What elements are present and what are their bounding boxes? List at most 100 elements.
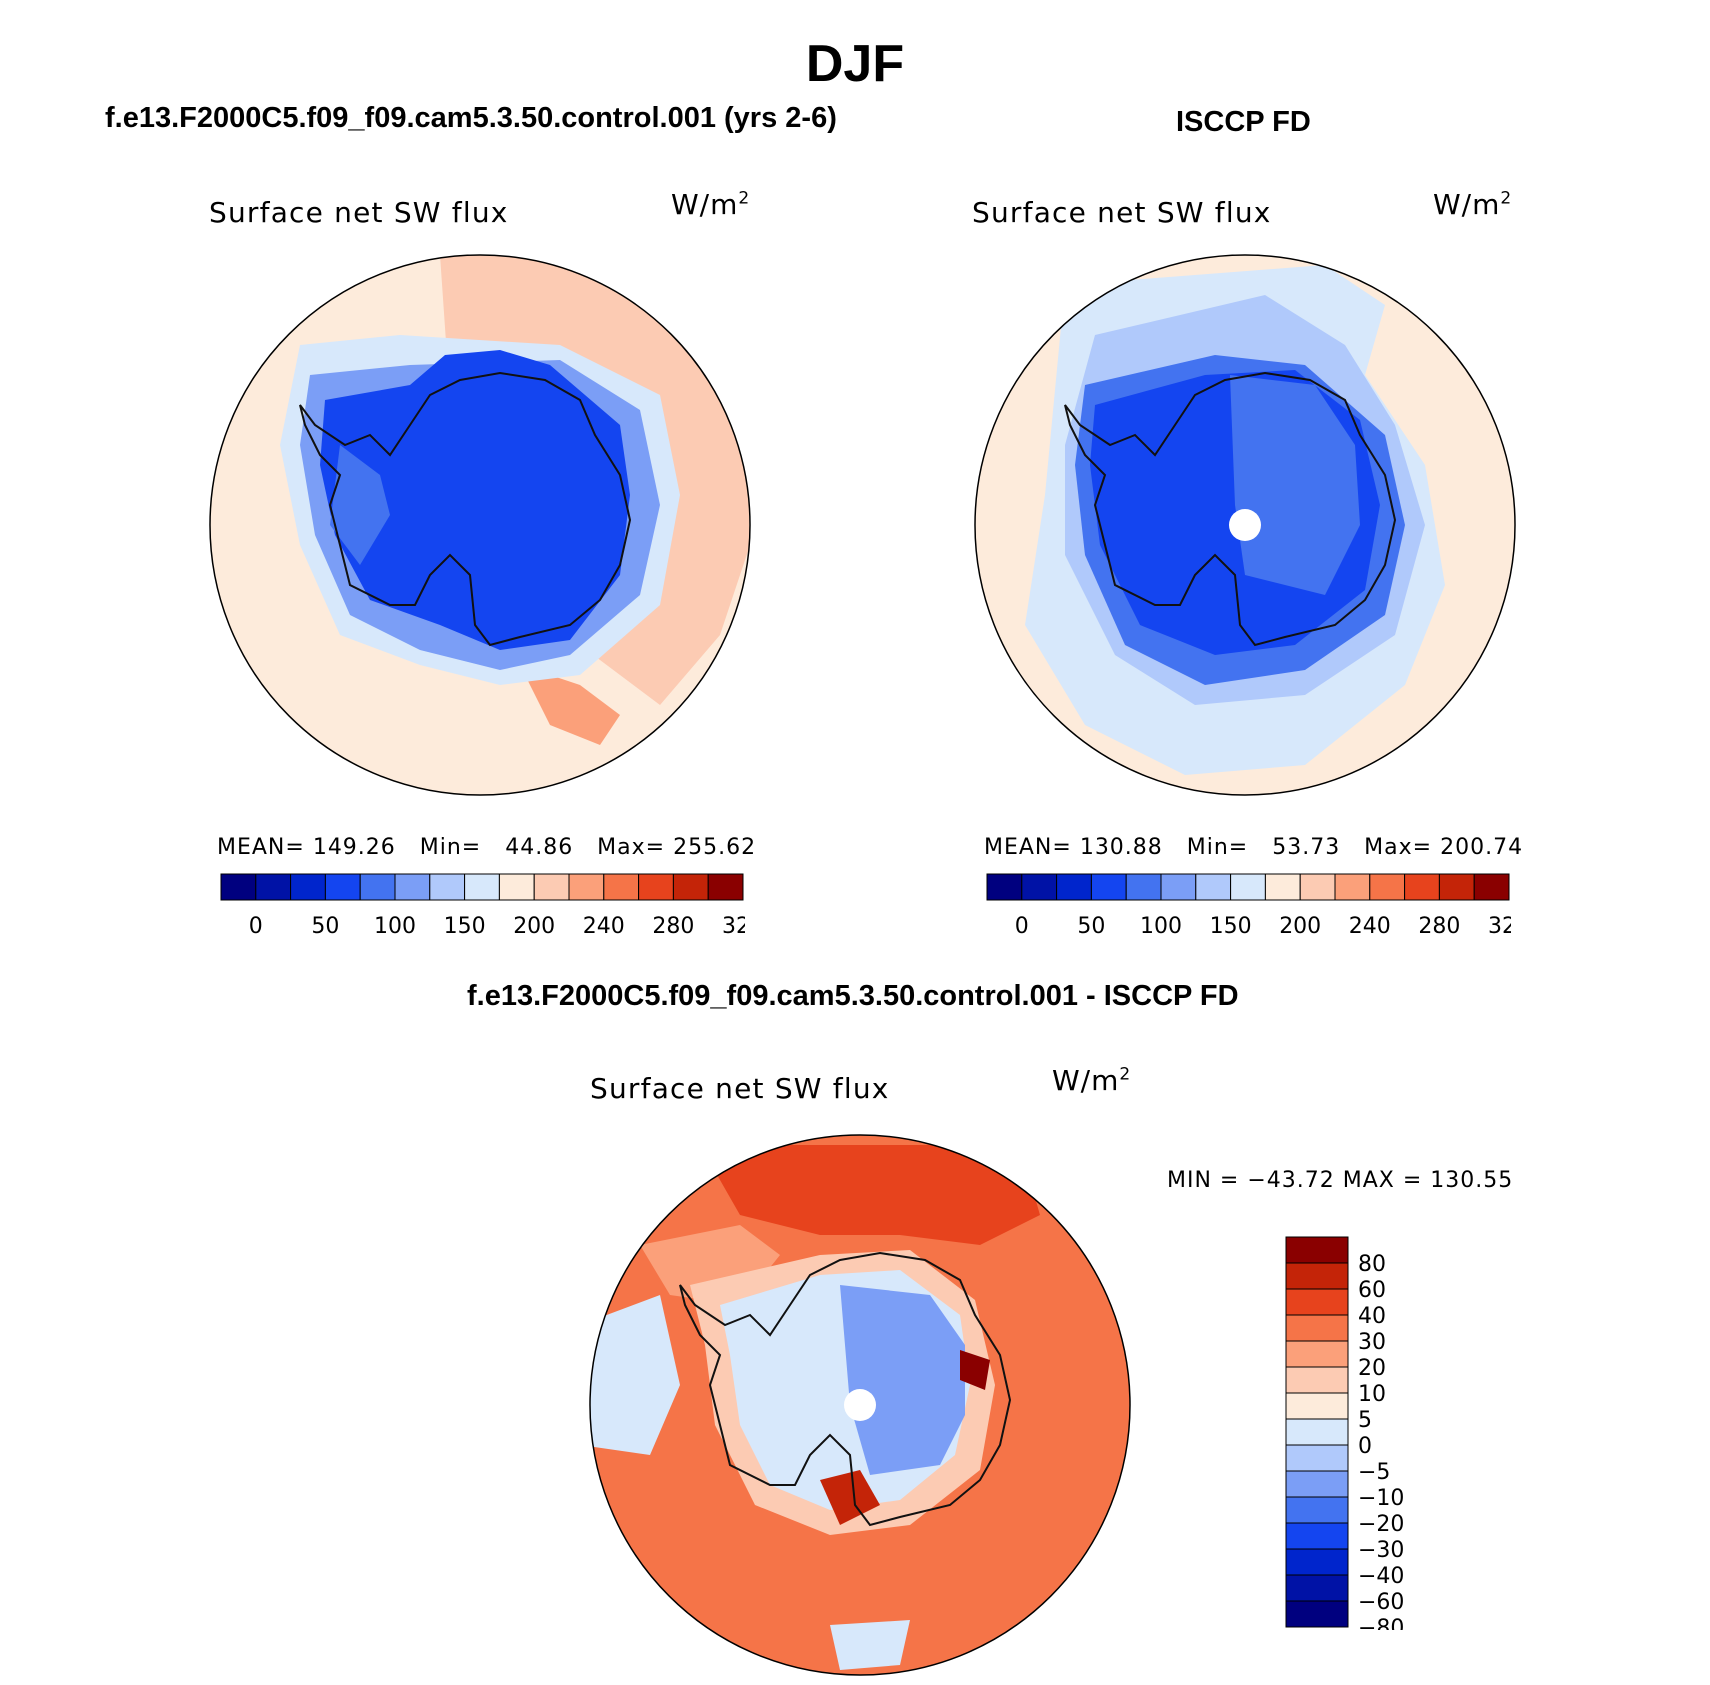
diff-high-positive-arc [700,1145,1040,1245]
obs-map-boundary [974,254,1516,796]
model-map-boundary [209,254,751,796]
diff-colorbar-tick-label: 60 [1358,1278,1386,1303]
obs-colorbar-tick-label: 150 [1210,914,1252,939]
diff-colorbar-swatch [1285,1236,1349,1264]
diff-polar-map [589,1134,1131,1676]
model-colorbar-swatch [498,873,535,901]
obs-panel-title: ISCCP FD [1176,106,1311,138]
obs-colorbar-swatch [1369,873,1406,901]
obs-colorbar-tick-label: 280 [1418,914,1460,939]
model-variable-label: Surface net SW flux [209,196,509,229]
figure-title: DJF [805,35,905,93]
model-colorbar-swatch [603,873,640,901]
obs-colorbar-swatch [1264,873,1301,901]
diff-colorbar-swatch [1285,1600,1349,1628]
obs-colorbar-swatch [986,873,1023,901]
obs-colorbar-tick-label: 200 [1279,914,1321,939]
model-colorbar-tick-label: 100 [374,914,416,939]
diff-colorbar-tick-label: −80 [1358,1616,1404,1630]
model-colorbar-tick-label: 280 [652,914,694,939]
diff-colorbar-swatch [1285,1392,1349,1420]
model-colorbar-swatch [324,873,361,901]
diff-south-negative-patch [830,1620,910,1670]
diff-colorbar-tick-label: 10 [1358,1382,1386,1407]
diff-variable-label: Surface net SW flux [590,1072,890,1105]
diff-colorbar-tick-label: 20 [1358,1356,1386,1381]
model-polar-map [209,254,751,796]
model-colorbar-swatch [394,873,431,901]
model-colorbar-swatch [568,873,605,901]
obs-colorbar-swatch [1056,873,1092,901]
diff-colorbar-swatch [1285,1574,1349,1602]
model-colorbar: 0 50 100 150 200 240 280 320 [220,873,745,939]
diff-colorbar-tick-label: 80 [1358,1252,1386,1277]
obs-colorbar-tick-label: 0 [1015,914,1029,939]
model-panel-title: f.e13.F2000C5.f09_f09.cam5.3.50.control.… [105,102,837,134]
obs-polar-map [974,254,1516,796]
diff-colorbar-swatch [1285,1314,1349,1342]
diff-colorbar-swatch [1285,1496,1349,1524]
model-stats: MEAN= 149.26 Min= 44.86 Max= 255.62 [217,835,757,860]
diff-negative-patch [590,1295,680,1455]
diff-colorbar-tick-label: 0 [1358,1434,1372,1459]
model-colorbar-swatch [255,873,292,901]
obs-colorbar: 0 50 100 150 200 240 280 320 [986,873,1511,939]
model-colorbar-swatch [707,873,744,901]
diff-colorbar-swatch [1285,1340,1349,1368]
diff-units-label: W/m2 [1052,1064,1132,1097]
diff-colorbar-tick-label: 5 [1358,1408,1372,1433]
obs-colorbar-swatch [1090,873,1127,901]
diff-colorbar-tick-label: −60 [1358,1590,1404,1615]
obs-colorbar-tick-label: 100 [1140,914,1182,939]
diff-colorbar-swatch [1285,1470,1349,1498]
obs-colorbar-tick-label: 50 [1077,914,1105,939]
model-colorbar-swatch [533,873,570,901]
model-colorbar-tick-label: 200 [513,914,555,939]
diff-colorbar-tick-label: 40 [1358,1304,1386,1329]
obs-colorbar-swatch [1299,873,1336,901]
diff-colorbar-tick-label: −20 [1358,1512,1404,1537]
diff-colorbar-swatch [1285,1366,1349,1394]
obs-colorbar-swatch [1404,873,1440,901]
obs-colorbar-swatch [1473,873,1510,901]
diff-antarctica-coastline [679,1251,1012,1527]
diff-colorbar-tick-label: −40 [1358,1564,1404,1589]
obs-colorbar-swatch [1021,873,1058,901]
obs-east-antarctica-field [1230,375,1360,595]
obs-colorbar-tick-label: 240 [1349,914,1391,939]
model-colorbar-tick-label: 150 [444,914,486,939]
model-colorbar-swatch [429,873,466,901]
model-colorbar-swatch [220,873,257,901]
diff-colorbar-tick-label: −30 [1358,1538,1404,1563]
model-colorbar-swatch [638,873,674,901]
diff-east-coast-maximum [960,1350,990,1390]
model-colorbar-tick-label: 320 [722,914,745,939]
model-colorbar-swatch [672,873,709,901]
diff-colorbar-swatch [1285,1262,1349,1290]
obs-colorbar-swatch [1125,873,1162,901]
diff-colorbar-swatch [1285,1444,1349,1472]
model-colorbar-swatch [359,873,396,901]
model-colorbar-tick-label: 0 [249,914,263,939]
model-peninsula-field [330,445,390,565]
model-colorbar-swatch [464,873,500,901]
model-colorbar-tick-label: 240 [583,914,625,939]
diff-panel-title: f.e13.F2000C5.f09_f09.cam5.3.50.control.… [467,980,1239,1012]
diff-colorbar-swatch [1285,1522,1349,1550]
obs-stats: MEAN= 130.88 Min= 53.73 Max= 200.74 [984,835,1524,860]
model-antarctica-coastline [299,371,632,647]
model-flux-patch [520,665,620,745]
diff-stats: MIN = −43.72 MAX = 130.55 [1167,1168,1514,1193]
obs-colorbar-swatch [1160,873,1197,901]
diff-colorbar-tick-label: −10 [1358,1486,1404,1511]
diff-coastal-positive [820,1470,880,1525]
obs-units-label: W/m2 [1433,188,1513,221]
diff-colorbar-tick-label: 30 [1358,1330,1386,1355]
obs-pole-hole [1229,509,1261,541]
diff-colorbar-swatch [1285,1288,1349,1316]
obs-variable-label: Surface net SW flux [972,196,1272,229]
model-colorbar-tick-label: 50 [311,914,339,939]
diff-east-antarctica-negative [840,1285,965,1475]
obs-colorbar-swatch [1230,873,1266,901]
